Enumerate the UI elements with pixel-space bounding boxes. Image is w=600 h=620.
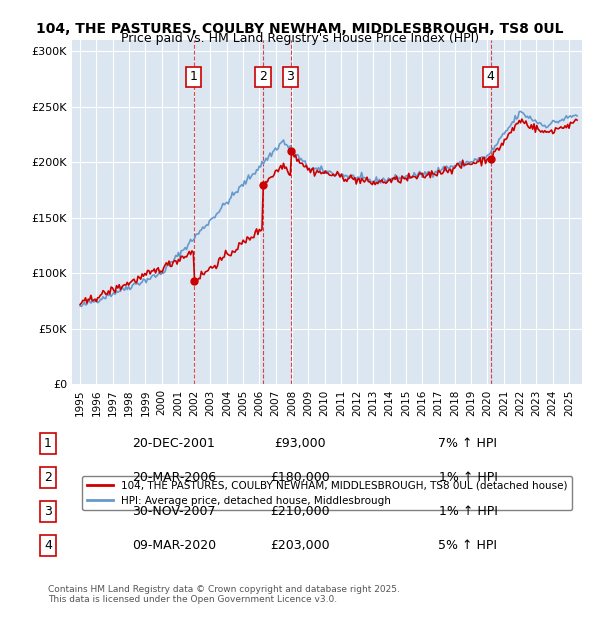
Text: 2: 2 [259,71,267,84]
Text: 4: 4 [44,539,52,552]
Text: Price paid vs. HM Land Registry's House Price Index (HPI): Price paid vs. HM Land Registry's House … [121,32,479,45]
Text: 1% ↑ HPI: 1% ↑ HPI [439,505,497,518]
Text: 1: 1 [44,437,52,450]
Legend: 104, THE PASTURES, COULBY NEWHAM, MIDDLESBROUGH, TS8 0UL (detached house), HPI: : 104, THE PASTURES, COULBY NEWHAM, MIDDLE… [82,476,572,510]
Text: 3: 3 [287,71,295,84]
Text: 1% ↑ HPI: 1% ↑ HPI [439,471,497,484]
Text: 4: 4 [487,71,494,84]
Text: 1: 1 [190,71,197,84]
Text: 5% ↑ HPI: 5% ↑ HPI [439,539,497,552]
Text: 7% ↑ HPI: 7% ↑ HPI [439,437,497,450]
Text: £210,000: £210,000 [270,505,330,518]
Text: 30-NOV-2007: 30-NOV-2007 [132,505,215,518]
Text: 2: 2 [44,471,52,484]
Text: £203,000: £203,000 [270,539,330,552]
Text: 20-DEC-2001: 20-DEC-2001 [132,437,215,450]
Text: 09-MAR-2020: 09-MAR-2020 [132,539,216,552]
Text: 20-MAR-2006: 20-MAR-2006 [132,471,216,484]
Text: Contains HM Land Registry data © Crown copyright and database right 2025.
This d: Contains HM Land Registry data © Crown c… [48,585,400,604]
Text: £180,000: £180,000 [270,471,330,484]
Text: 3: 3 [44,505,52,518]
Text: 104, THE PASTURES, COULBY NEWHAM, MIDDLESBROUGH, TS8 0UL: 104, THE PASTURES, COULBY NEWHAM, MIDDLE… [36,22,564,36]
Text: £93,000: £93,000 [274,437,326,450]
